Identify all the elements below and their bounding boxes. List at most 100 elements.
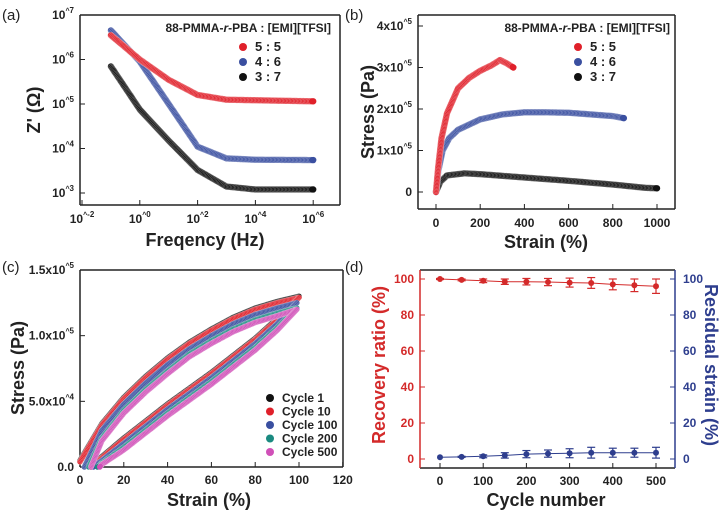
x-tick-label: 800 — [603, 216, 623, 230]
y-tick-label: 100 — [394, 272, 414, 286]
y-tick-label: 10^7 — [52, 6, 74, 22]
x-tick-label: 10^2 — [187, 210, 209, 226]
legend-title: 88-PMMA-r-PBA : [EMI][TFSI] — [165, 21, 331, 35]
x-tick-label: 500 — [646, 474, 666, 488]
data-point — [480, 453, 487, 460]
legend-marker — [574, 73, 582, 81]
series-right — [437, 446, 660, 461]
data-point — [653, 283, 659, 290]
legend-marker — [266, 434, 274, 443]
x-tick-label: 40 — [161, 473, 175, 487]
legend-label: Cycle 500 — [282, 445, 338, 459]
x-tick-label: 1000 — [644, 216, 671, 230]
data-point — [566, 279, 573, 286]
series-5-5 — [107, 31, 317, 105]
x-tick-label: 10^-2 — [70, 210, 95, 226]
data-point — [523, 278, 530, 285]
y2-tick-label: 60 — [683, 344, 697, 358]
y2-axis-label: Residual strain (%) — [701, 284, 720, 446]
x-tick-label: 0 — [433, 216, 440, 230]
x-axis-label: Cycle number — [486, 490, 605, 510]
data-point — [310, 156, 317, 164]
series-3-7 — [432, 169, 661, 196]
y-tick-label: 20 — [401, 416, 415, 430]
series-left — [436, 276, 660, 294]
data-point — [609, 281, 616, 288]
legend-marker — [239, 58, 247, 66]
series-3-7 — [107, 62, 317, 193]
y-tick-label: 10^5 — [52, 95, 74, 111]
y-axis-label: Stress (Pa) — [358, 65, 378, 159]
data-point — [437, 276, 443, 282]
y-tick-label: 0.0 — [57, 460, 74, 474]
y-tick-label: 2x10^5 — [377, 100, 413, 116]
legend-label: Cycle 100 — [282, 418, 338, 432]
x-axis-label: Strain (%) — [167, 490, 251, 510]
y-tick-label: 1.0x10^5 — [29, 327, 75, 343]
y-tick-label: 0 — [407, 452, 414, 466]
data-point — [480, 277, 487, 284]
data-point — [609, 449, 616, 456]
legend-label: Cycle 200 — [282, 432, 338, 446]
legend-marker — [239, 43, 247, 51]
data-point — [631, 449, 638, 456]
data-point — [458, 453, 465, 460]
data-point — [545, 450, 551, 457]
y-tick-label: 4x10^5 — [377, 17, 413, 33]
data-point — [588, 449, 595, 456]
x-tick-label: 10^4 — [244, 210, 266, 226]
data-point — [310, 186, 317, 193]
x-tick-label: 400 — [603, 474, 623, 488]
data-point — [310, 98, 317, 105]
y-tick-label: 10^4 — [52, 140, 74, 156]
legend-marker — [574, 43, 582, 51]
x-tick-label: 20 — [117, 473, 131, 487]
panel-b: (b) 0 200 400 600 800 1000 0 1x10^5 2x10^5 3x10^5 4… — [345, 7, 676, 252]
panel-c: (c) 0 20 40 60 80 100 120 0.0 5.0x10^4 1.0x10^5 1.5… — [2, 259, 353, 510]
y-tick-label: 1.5x10^5 — [29, 261, 75, 277]
legend-label: 3 : 7 — [255, 69, 281, 84]
x-tick-label: 60 — [205, 473, 219, 487]
x-tick-label: 120 — [333, 473, 353, 487]
panel-a: (a) 10^-2 10^0 10^2 10^4 10^6 10^3 10^4 10^5 10^6… — [2, 6, 341, 250]
legend-label: 3 : 7 — [590, 69, 616, 84]
data-point — [631, 282, 638, 289]
y-tick-label: 80 — [401, 308, 415, 322]
data-point — [458, 276, 465, 283]
data-point — [501, 278, 508, 285]
data-point — [96, 464, 103, 470]
x-tick-label: 400 — [514, 216, 534, 230]
x-tick-label: 200 — [470, 216, 490, 230]
data-point — [653, 185, 661, 192]
x-axis-label: Strain (%) — [504, 232, 588, 252]
legend-marker — [239, 73, 247, 81]
x-tick-label: 0 — [77, 473, 84, 487]
y-tick-label: 0 — [405, 185, 412, 199]
legend-label: Cycle 10 — [282, 405, 331, 419]
data-point — [545, 279, 551, 286]
y-tick-label: 10^3 — [52, 184, 74, 200]
x-axis-label: Freqency (Hz) — [145, 230, 264, 250]
data-point — [501, 452, 508, 459]
legend-label: 5 : 5 — [255, 39, 281, 54]
x-tick-label: 600 — [559, 216, 579, 230]
data-point — [620, 114, 628, 122]
panel-d: (d) 0 100 200 300 400 500 0 0 20 20 40 40 60 60 80 80 100… — [345, 259, 720, 510]
y-axis-label: Recovery ratio (%) — [369, 286, 389, 444]
data-point — [588, 279, 595, 286]
x-tick-label: 100 — [473, 474, 493, 488]
x-tick-label: 0 — [437, 474, 444, 488]
legend-label: Cycle 1 — [282, 391, 324, 405]
data-point — [523, 451, 530, 458]
legend-marker — [266, 394, 274, 402]
y-tick-label: 40 — [401, 380, 415, 394]
y2-tick-label: 100 — [683, 272, 703, 286]
y2-tick-label: 20 — [683, 416, 697, 430]
y2-tick-label: 80 — [683, 308, 697, 322]
y-axis-label: Z' (Ω) — [24, 87, 44, 134]
data-point — [510, 64, 517, 71]
y-tick-label: 10^6 — [52, 51, 74, 67]
panel-label: (a) — [2, 7, 20, 24]
x-tick-label: 10^6 — [302, 210, 324, 226]
